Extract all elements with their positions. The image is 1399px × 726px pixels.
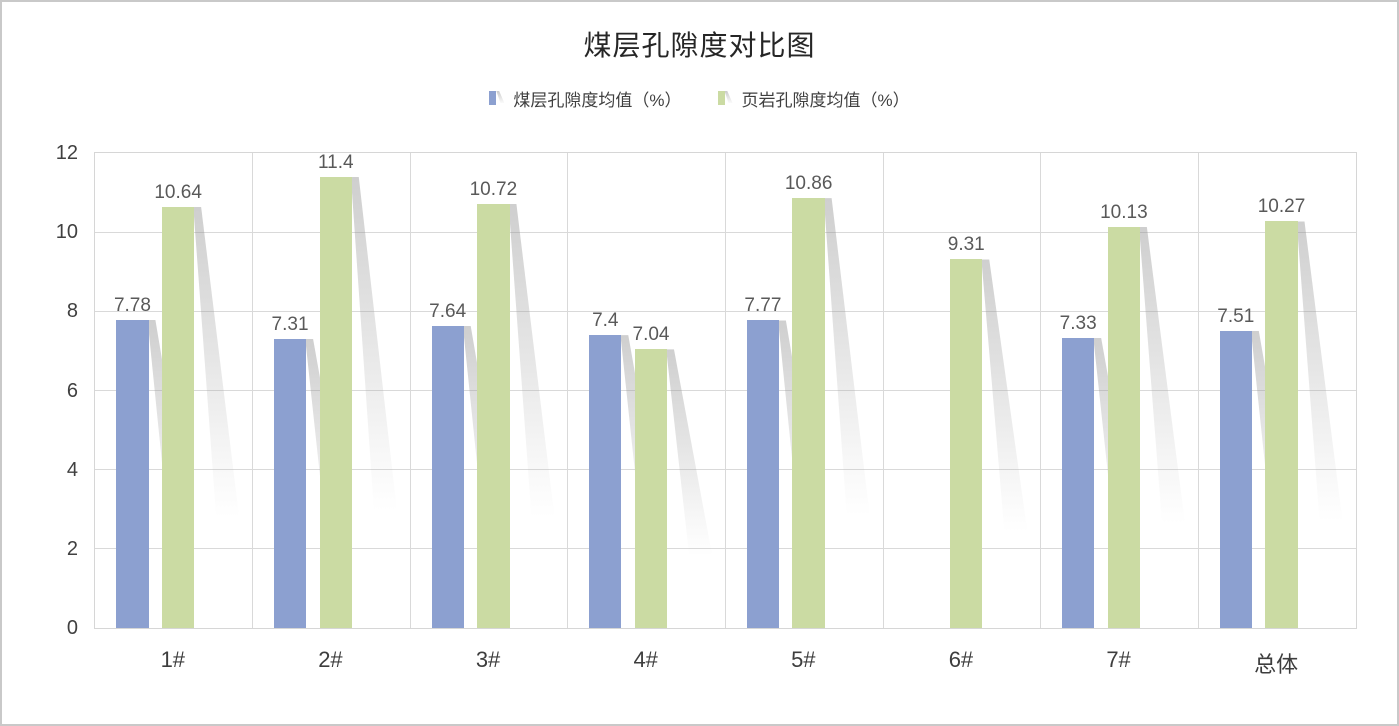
plot-area: 7.78 7.31 7.64 7.4 7.77 7.33 7.51 10.64 11.4 10.7… bbox=[94, 152, 1357, 629]
bar-shale-5#[interactable] bbox=[792, 198, 825, 628]
bar-value-label: 7.4 bbox=[592, 310, 619, 332]
bar-shale-2#[interactable] bbox=[319, 176, 352, 628]
x-axis-category-label: 2# bbox=[318, 647, 343, 672]
x-axis-category-label: 4# bbox=[633, 647, 658, 672]
bar-value-label: 7.51 bbox=[1217, 305, 1255, 327]
bar-value-label: 10.64 bbox=[154, 181, 202, 203]
bar-value-label: 7.31 bbox=[271, 313, 309, 335]
bar-shadow bbox=[666, 349, 713, 556]
y-axis-tick-label: 8 bbox=[66, 300, 78, 323]
bar-value-label: 9.31 bbox=[947, 234, 985, 256]
bar-value-label: 7.77 bbox=[744, 295, 782, 317]
bar-value-label: 7.64 bbox=[429, 300, 467, 322]
bar-value-label: 11.4 bbox=[317, 151, 354, 173]
bar-coal-1#[interactable] bbox=[116, 320, 149, 628]
x-axis-category-label: 5# bbox=[791, 647, 816, 672]
y-axis-tick-label: 0 bbox=[66, 617, 78, 639]
y-axis-tick-label: 6 bbox=[66, 379, 78, 402]
y-axis-tick-label: 12 bbox=[55, 142, 78, 164]
bar-shadow bbox=[508, 203, 555, 518]
bar-coal-7#[interactable] bbox=[1062, 337, 1095, 628]
x-axis-category-label: 7# bbox=[1106, 647, 1131, 672]
legend-label-shale: 页岩孔隙度均值（%） bbox=[741, 91, 910, 110]
bar-value-label: 7.33 bbox=[1059, 312, 1097, 334]
gridline-vertical bbox=[1197, 153, 1199, 628]
gridline-vertical bbox=[409, 153, 411, 628]
legend-item-shale[interactable]: 页岩孔隙度均值（%） bbox=[717, 86, 910, 111]
y-axis-tick-label: 4 bbox=[66, 458, 78, 481]
x-axis-category-label: 1# bbox=[160, 647, 186, 672]
y-axis-tick-label: 2 bbox=[66, 537, 78, 560]
bar-coal-4#[interactable] bbox=[589, 335, 622, 628]
bar-shadow bbox=[1139, 227, 1186, 524]
bar-value-label: 10.13 bbox=[1100, 202, 1148, 224]
gridline-vertical bbox=[725, 153, 726, 628]
x-axis-category-label: 总体 bbox=[1254, 652, 1299, 677]
bar-shale-1#[interactable] bbox=[161, 206, 195, 628]
bar-shadow bbox=[350, 176, 397, 511]
x-axis-category-label: 3# bbox=[475, 647, 501, 672]
bar-shadow bbox=[981, 259, 1028, 533]
bar-shale-7#[interactable] bbox=[1107, 227, 1141, 628]
legend: 煤层孔隙度均值（%） 页岩孔隙度均值（%） bbox=[2, 86, 1397, 111]
bar-value-label: 10.86 bbox=[784, 173, 833, 195]
bar-shale-3#[interactable] bbox=[477, 203, 510, 628]
bar-coal-5#[interactable] bbox=[746, 320, 780, 628]
coal-series-swatch-icon bbox=[489, 91, 505, 106]
legend-label-coal: 煤层孔隙度均值（%） bbox=[513, 91, 682, 110]
bar-coal-总体[interactable] bbox=[1219, 330, 1252, 628]
bar-value-label: 7.04 bbox=[632, 324, 670, 346]
bar-coal-3#[interactable] bbox=[431, 325, 464, 628]
x-axis-category-label: 6# bbox=[948, 647, 974, 672]
bar-shadow bbox=[1296, 221, 1343, 523]
bar-value-label: 10.27 bbox=[1257, 196, 1306, 218]
gridline-vertical bbox=[567, 153, 569, 628]
x-axis: 1# 2# 3# 4# 5# 6# 7# 总体 bbox=[94, 630, 1357, 690]
bar-shadow bbox=[193, 206, 240, 519]
gridline-vertical bbox=[882, 153, 884, 628]
chart-title: 煤层孔隙度对比图 bbox=[583, 30, 816, 61]
gridline-vertical bbox=[1040, 153, 1042, 628]
bar-shale-总体[interactable] bbox=[1265, 221, 1298, 628]
bar-coal-2#[interactable] bbox=[273, 338, 307, 628]
bar-shale-4#[interactable] bbox=[634, 349, 668, 628]
bar-value-label: 10.72 bbox=[469, 178, 518, 200]
y-axis: 0 2 4 6 8 10 12 bbox=[2, 142, 82, 639]
bar-value-label: 7.78 bbox=[113, 295, 151, 317]
shale-series-swatch-icon bbox=[717, 91, 734, 106]
bar-shale-6#[interactable] bbox=[950, 259, 983, 628]
y-axis-tick-label: 10 bbox=[55, 221, 78, 244]
gridline-vertical bbox=[252, 153, 254, 628]
legend-item-coal[interactable]: 煤层孔隙度均值（%） bbox=[489, 86, 682, 111]
